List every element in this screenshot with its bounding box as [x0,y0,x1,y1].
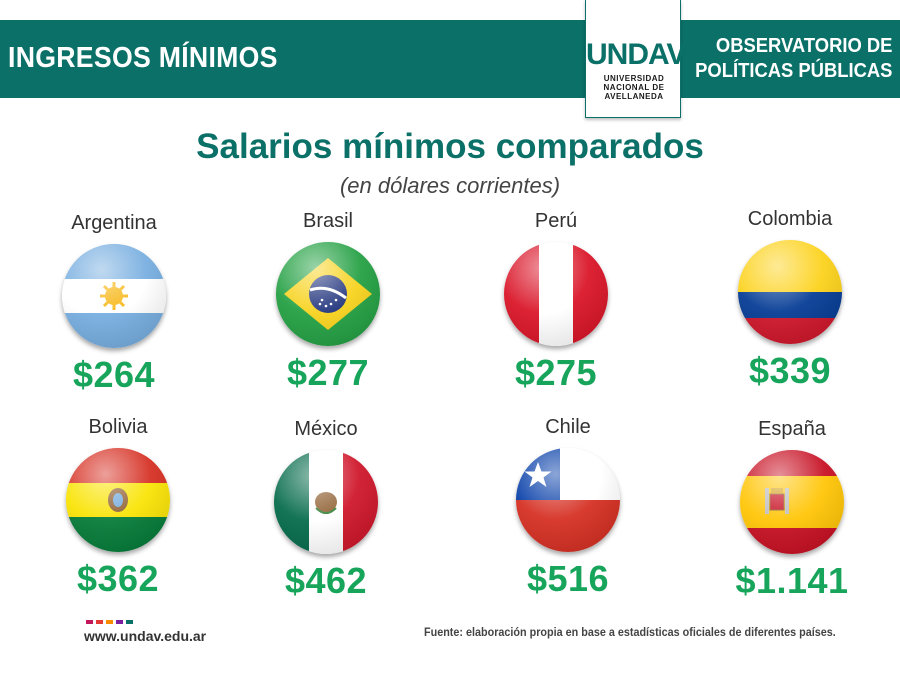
logo-sub-line-1: UNIVERSIDAD [603,74,665,83]
country-card-argentina: Argentina $264 [14,212,214,396]
minimum-wage-value: $516 [526,558,610,599]
logo-mark: UNDAV [586,38,686,71]
country-name: España [758,418,826,440]
argentina-flag-icon [62,244,166,348]
brazil-flag-icon [276,242,380,346]
header-title: INGRESOS MÍNIMOS [8,42,278,74]
main-subtitle: (en dólares corrientes) [339,173,561,198]
color-dot [116,620,123,624]
minimum-wage-value: $264 [72,354,156,395]
country-card-peru: Perú $275 [456,210,656,394]
country-card-colombia: Colombia $339 [690,208,890,392]
chile-flag-icon [516,448,620,552]
mexico-flag-icon [274,450,378,554]
observatory-line-1: OBSERVATORIO DE [715,35,892,57]
country-card-chile: Chile $516 [468,416,668,600]
observatory-line-2: POLÍTICAS PÚBLICAS [694,60,892,82]
minimum-wage-value: $362 [76,558,160,599]
peru-flag-icon [504,242,608,346]
country-name: Perú [534,210,578,232]
color-dot [86,620,93,624]
country-card-espana: España $1.141 [692,418,892,602]
header-banner: INGRESOS MÍNIMOS OBSERVATORIO DE POLÍTIC… [0,20,900,98]
logo-sub-line-3: AVELLANEDA [604,92,664,101]
minimum-wage-value: $462 [284,560,368,601]
minimum-wage-value: $275 [514,352,598,393]
color-dot [96,620,103,624]
observatory-title: OBSERVATORIO DE POLÍTICAS PÚBLICAS [695,34,892,84]
source-note: Fuente: elaboración propia en base a est… [424,625,836,639]
minimum-wage-value: $277 [286,352,370,393]
undav-logo: UNDAV UNIVERSIDAD NACIONAL DE AVELLANEDA [585,0,686,118]
logo-subtitle: UNIVERSIDAD NACIONAL DE AVELLANEDA [586,74,682,101]
logo-sub-line-2: NACIONAL DE [603,83,665,92]
brand-color-dots [86,620,133,624]
country-name: Colombia [747,208,833,230]
spain-flag-icon [740,450,844,554]
country-name: Argentina [71,212,157,234]
main-title: Salarios mínimos comparados [196,127,704,166]
country-card-brasil: Brasil $277 [228,210,428,394]
website-link[interactable]: www.undav.edu.ar [84,628,207,644]
bolivia-flag-icon [66,448,170,552]
minimum-wage-value: $339 [748,350,832,391]
country-name: México [294,418,358,440]
minimum-wage-value: $1.141 [735,560,849,601]
country-card-mexico: México $462 [226,418,426,602]
country-name: Bolivia [88,416,148,438]
country-name: Brasil [302,210,353,232]
country-card-bolivia: Bolivia $362 [18,416,218,600]
colombia-flag-icon [738,240,842,344]
color-dot [126,620,133,624]
color-dot [106,620,113,624]
country-name: Chile [545,416,591,438]
